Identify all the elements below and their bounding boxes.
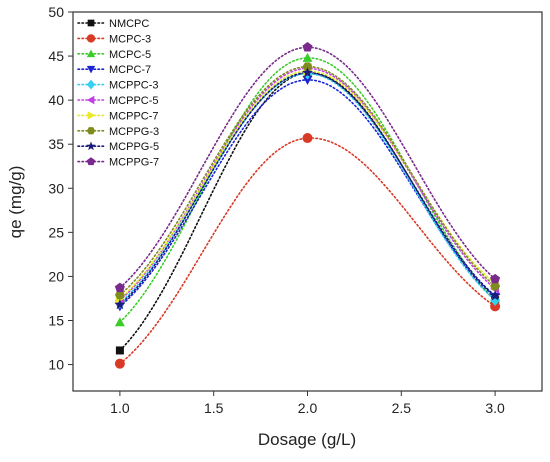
data-point-mcpc-3 bbox=[490, 301, 501, 312]
x-tick-label: 2.0 bbox=[298, 400, 318, 416]
y-tick-label: 40 bbox=[48, 92, 64, 108]
data-point-mcpc-3 bbox=[302, 133, 313, 144]
legend-marker bbox=[86, 79, 96, 90]
data-point-mcpc-5 bbox=[302, 52, 313, 62]
data-point-mcpc-5 bbox=[114, 317, 125, 327]
data-point-mcppg-7 bbox=[490, 273, 501, 284]
legend-label: MCPC-5 bbox=[109, 49, 151, 61]
legend-label: MCPPG-3 bbox=[109, 126, 159, 138]
fit-curve-mcpc-5 bbox=[119, 56, 496, 324]
fit-curve-mcppg-5 bbox=[119, 71, 496, 306]
fit-curve-mcppc-3 bbox=[119, 72, 496, 304]
fit-curve-mcppg-3 bbox=[119, 65, 496, 296]
y-tick-label: 10 bbox=[48, 357, 64, 373]
y-tick-label: 20 bbox=[48, 268, 64, 284]
y-tick-label: 30 bbox=[48, 180, 64, 196]
legend-label: MCPPC-7 bbox=[109, 110, 159, 122]
data-points bbox=[114, 42, 501, 369]
legend-marker bbox=[86, 157, 96, 166]
x-axis-title: Dosage (g/L) bbox=[258, 430, 356, 449]
y-tick-label: 15 bbox=[48, 312, 64, 328]
data-point-mcppg-3 bbox=[114, 290, 125, 300]
data-point-mcppg-3 bbox=[490, 281, 501, 291]
data-point-mcppg-3 bbox=[302, 62, 313, 71]
legend-label: NMCPC bbox=[109, 18, 149, 30]
data-point-mcppg-5 bbox=[114, 298, 126, 310]
fit-curve-mcpc-3 bbox=[119, 137, 496, 365]
fit-curve-mcppc-5 bbox=[119, 67, 496, 301]
data-point-mcppg-7 bbox=[302, 42, 313, 52]
data-point-mcppg-5 bbox=[489, 290, 501, 301]
data-point-mcpc-3 bbox=[114, 358, 125, 369]
legend-marker bbox=[87, 111, 96, 120]
legend-label: MCPC-7 bbox=[109, 64, 151, 76]
y-tick-label: 35 bbox=[48, 136, 64, 152]
y-axis-title: qe (mg/g) bbox=[6, 166, 25, 239]
data-point-nmcpc bbox=[115, 346, 124, 355]
x-tick-label: 2.5 bbox=[392, 400, 412, 416]
legend-marker bbox=[86, 141, 96, 151]
data-point-mcppg-7 bbox=[114, 282, 125, 293]
legend-marker bbox=[86, 95, 95, 105]
legend-marker bbox=[86, 34, 96, 43]
legend-label: MCPPG-7 bbox=[109, 157, 159, 169]
y-axis-ticks: 10 15 20 25 30 35 40 45 50 bbox=[48, 4, 73, 373]
fit-curve-mcpc-7 bbox=[119, 79, 496, 308]
fit-curves bbox=[119, 46, 496, 365]
legend-label: MCPPC-5 bbox=[109, 95, 159, 107]
x-tick-label: 3.0 bbox=[485, 400, 505, 416]
data-point-mcppg-5 bbox=[302, 67, 313, 78]
x-tick-label: 1.5 bbox=[204, 400, 224, 416]
legend-marker bbox=[87, 19, 95, 27]
legend-marker bbox=[86, 65, 96, 74]
x-tick-label: 1.0 bbox=[110, 400, 130, 416]
legend-label: MCPPC-3 bbox=[109, 80, 159, 92]
legend-marker bbox=[86, 49, 96, 58]
legend: NMCPC MCPC-3 MCPC-5 MCPC-7 MCPPC-3 MCPPC-5 MCP… bbox=[77, 18, 159, 169]
y-tick-label: 25 bbox=[48, 224, 64, 240]
x-axis-ticks: 1.0 1.5 2.0 2.5 3.0 bbox=[110, 391, 505, 416]
y-tick-label: 50 bbox=[48, 4, 64, 20]
fit-curve-nmcpc bbox=[119, 71, 496, 352]
legend-marker bbox=[86, 127, 96, 135]
data-point-mcpc-7 bbox=[302, 75, 313, 85]
legend-label: MCPC-3 bbox=[109, 33, 151, 45]
fit-curve-mcppc-7 bbox=[119, 70, 496, 300]
y-tick-label: 45 bbox=[48, 48, 64, 64]
legend-label: MCPPG-5 bbox=[109, 141, 159, 153]
